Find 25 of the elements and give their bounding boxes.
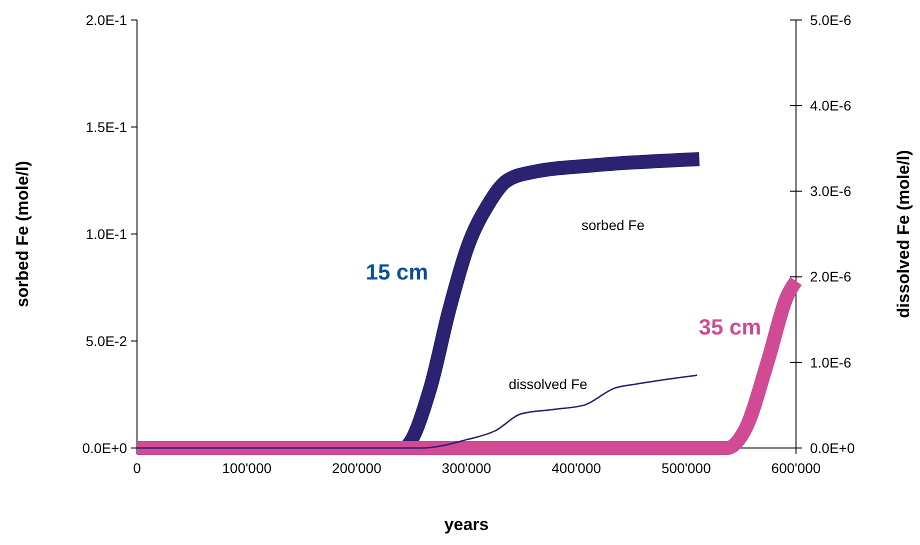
x-tick-label: 200'000 [332, 460, 382, 476]
y2-tick-label: 0.0E+0 [810, 440, 855, 456]
y2-tick-label: 5.0E-6 [810, 12, 852, 28]
x-axis-title: years [444, 515, 489, 534]
x-tick-label: 500'000 [661, 460, 712, 476]
y-tick-label: 1.0E-1 [86, 226, 128, 242]
x-tick-label: 600'000 [771, 460, 821, 476]
x-tick-label: 400'000 [552, 460, 602, 476]
y-tick-label: 1.5E-1 [86, 118, 128, 135]
x-tick-label: 100'000 [222, 460, 272, 476]
y2-tick-label: 4.0E-6 [810, 98, 852, 114]
y-tick-label: 2.0E-1 [86, 12, 128, 28]
x-tick-label: 0 [133, 460, 142, 476]
y2-tick-label: 1.0E-6 [810, 354, 852, 370]
annotation: 35 cm [698, 314, 762, 340]
x-tick-label: 300'000 [442, 460, 492, 476]
y2-axis-title: dissolved Fe (mole/l) [894, 150, 913, 318]
y2-tick-label: 2.0E-6 [810, 268, 852, 285]
y-axis-title: sorbed Fe (mole/l) [12, 160, 32, 308]
y2-tick-label: 3.0E-6 [810, 183, 852, 200]
y-tick-label: 5.0E-2 [86, 332, 128, 349]
y-tick-label: 0.0E+0 [82, 440, 128, 456]
annotation: dissolved Fe [508, 376, 588, 392]
annotation: sorbed Fe [581, 216, 645, 233]
annotation: 15 cm [366, 260, 428, 285]
